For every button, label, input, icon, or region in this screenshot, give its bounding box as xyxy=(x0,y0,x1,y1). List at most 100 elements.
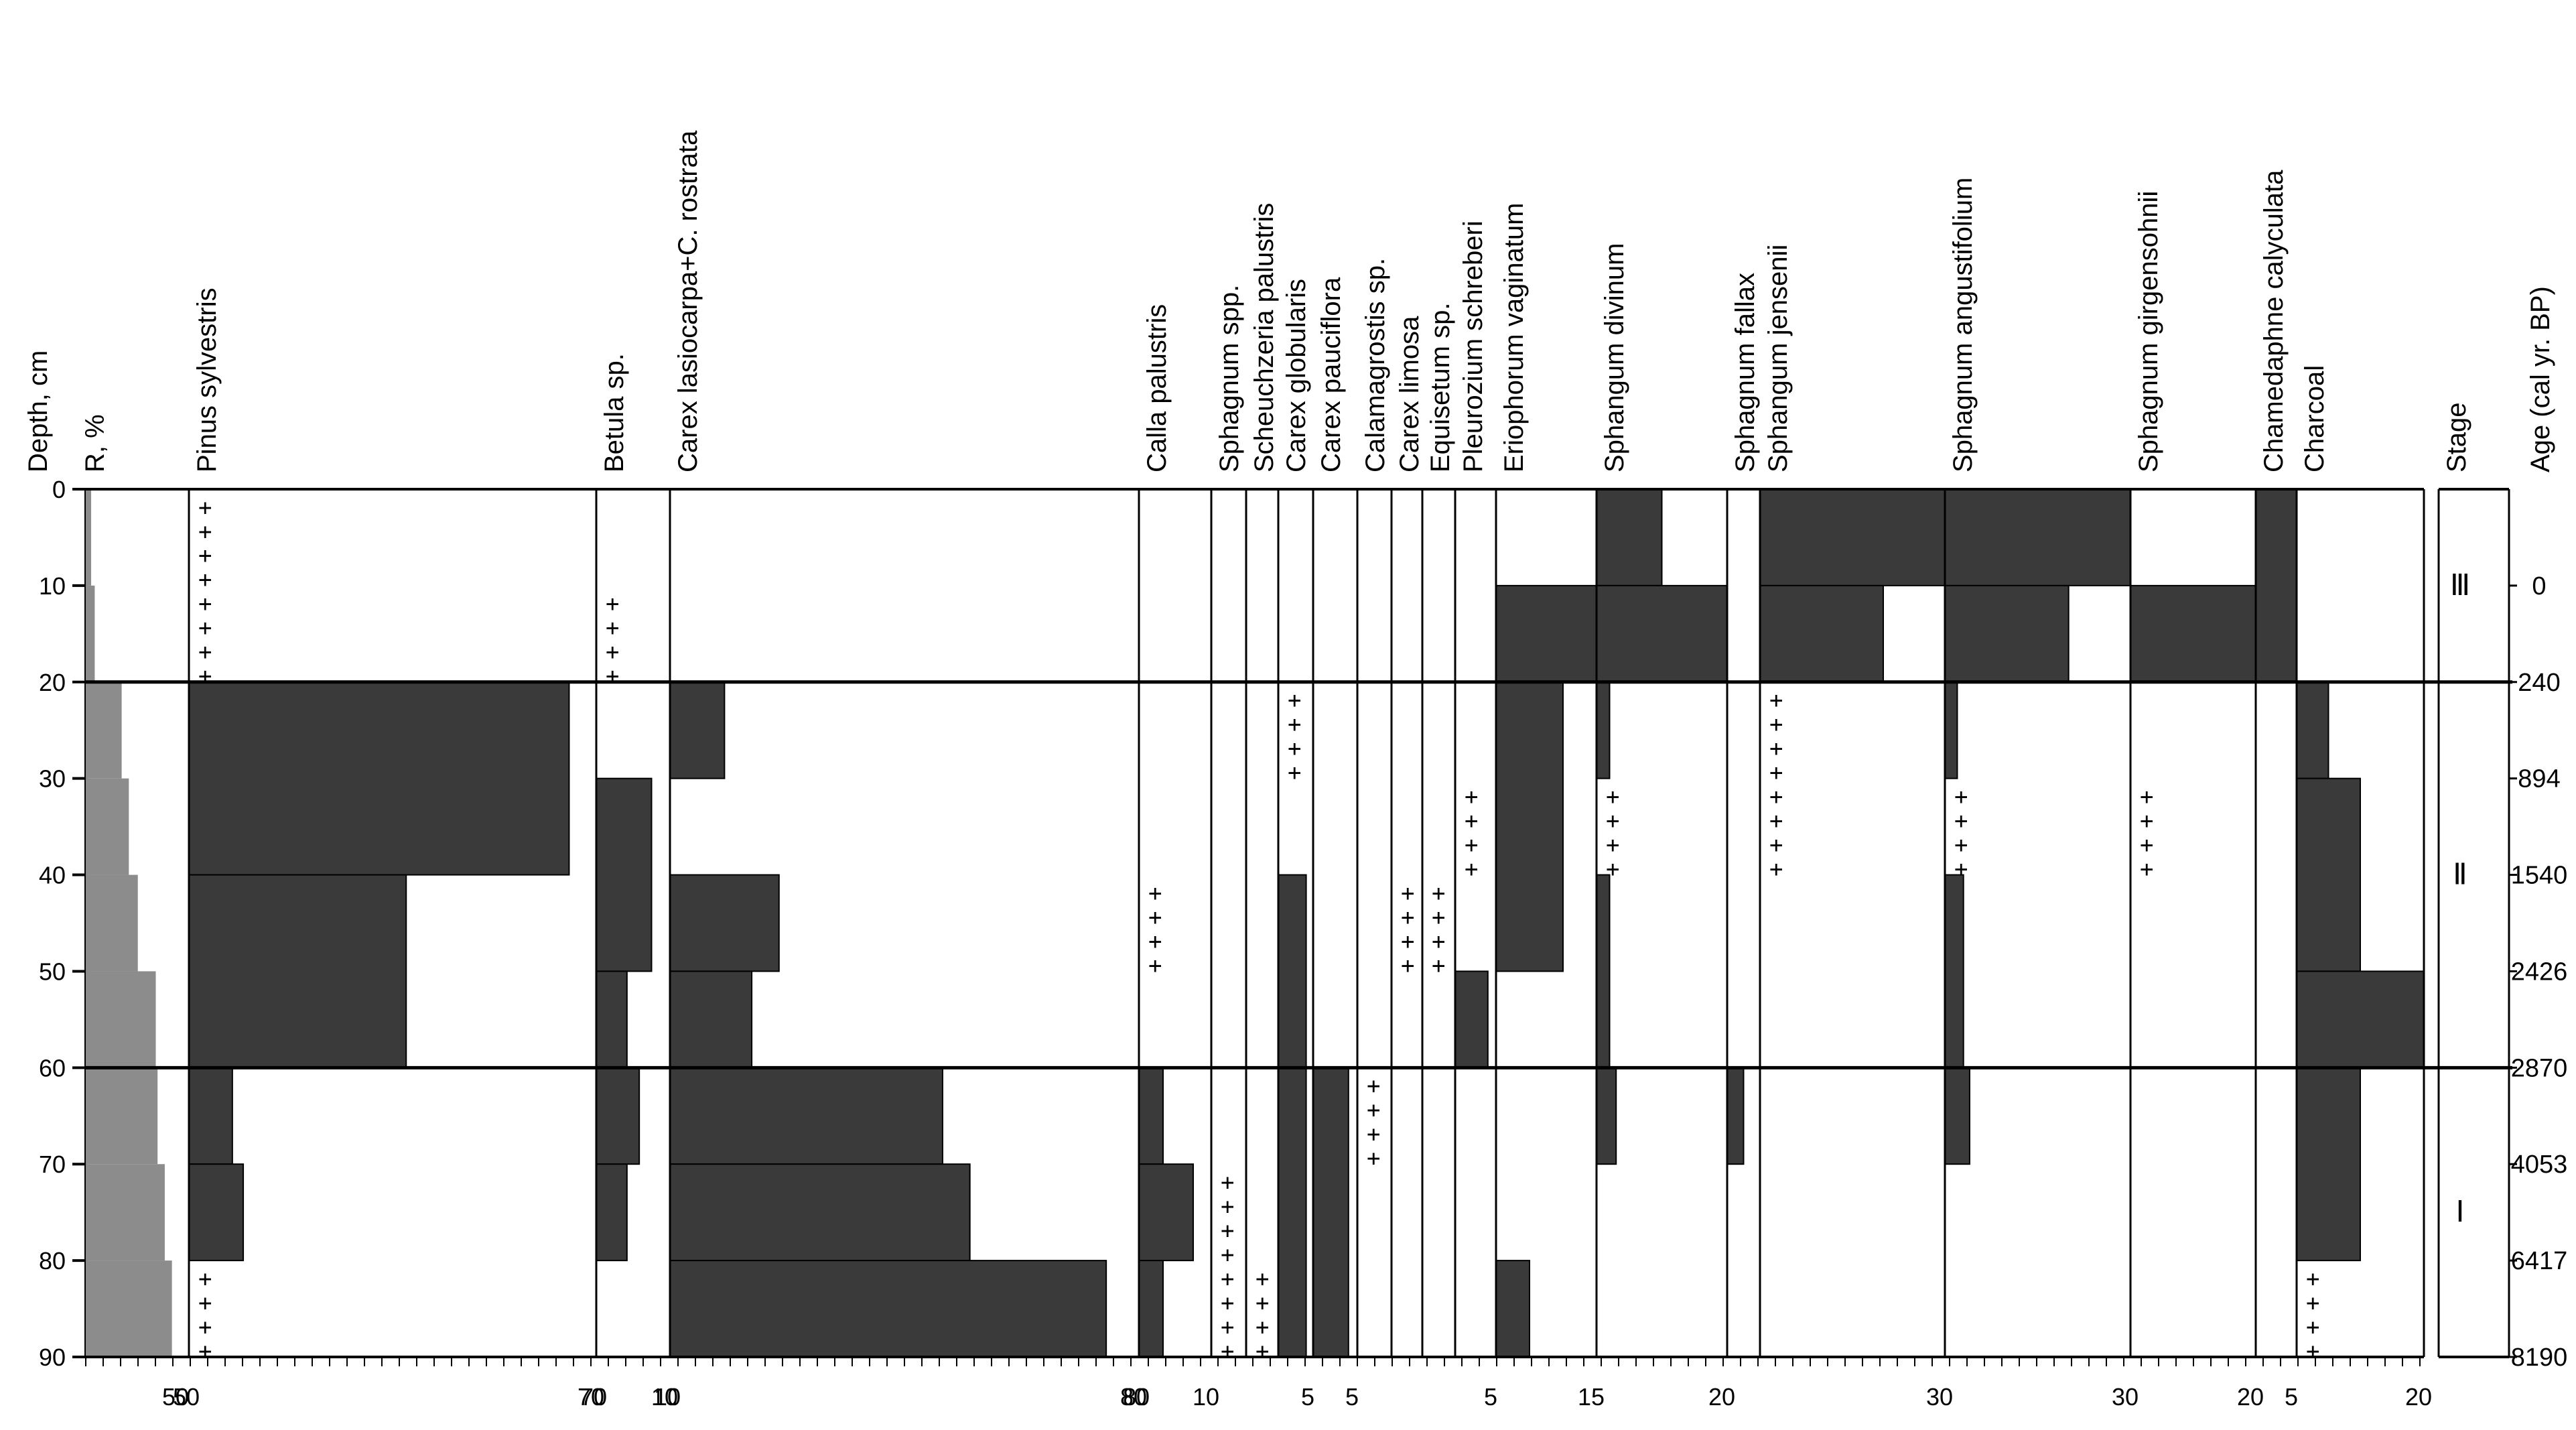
stage-label: Stage xyxy=(2442,402,2471,472)
r-percent-bar xyxy=(86,1164,165,1261)
pinus-sylvestris-presence-mark: + xyxy=(198,615,212,642)
eriophorum-vaginatum-scale-label: 15 xyxy=(1578,1383,1605,1411)
sphangum-jensenii-scale-label: 30 xyxy=(1926,1383,1953,1411)
carex-limosa-presence-mark: + xyxy=(1401,952,1414,979)
depth-tick-label: 20 xyxy=(39,669,66,696)
chamedaphne-calyculata-label: Chamedaphne calyculata xyxy=(2259,170,2289,472)
r-percent-label: R, % xyxy=(80,414,110,472)
pinus-sylvestris-bar xyxy=(188,681,570,876)
sphagnum-angustifolium-bar xyxy=(1944,874,1964,1069)
calla-palustris-scale-label: 80 xyxy=(1123,1383,1150,1411)
charcoal-bar xyxy=(2296,777,2361,972)
scheuchzeria-palustris-presence-mark: + xyxy=(1256,1266,1269,1293)
depth-tick-label: 50 xyxy=(39,958,66,985)
calla-palustris-scale-label: 10 xyxy=(1193,1383,1219,1411)
calla-palustris-presence-mark: + xyxy=(1148,904,1162,931)
betula-sp-scale-label: 70 xyxy=(580,1383,607,1411)
age-label: 1540 xyxy=(2511,862,2568,890)
sphagnum-fallax-label: Sphagnum fallax xyxy=(1731,273,1760,472)
sphangum-jensenii-presence-mark: + xyxy=(1769,688,1783,714)
sphagnum-girgensohnii-presence-mark: + xyxy=(2140,856,2153,883)
age-label: 6417 xyxy=(2511,1247,2568,1275)
pinus-sylvestris-bar xyxy=(188,1163,245,1262)
chamedaphne-calyculata-bar xyxy=(2255,489,2297,683)
carex-limosa-label: Carex limosa xyxy=(1395,316,1424,472)
sphangum-divinum-presence-mark: + xyxy=(1606,832,1619,858)
r-percent-bar xyxy=(86,489,92,586)
sphangum-divinum-bar xyxy=(1596,584,1728,683)
scheuchzeria-palustris-label: Scheuchzeria palustris xyxy=(1249,203,1279,472)
charcoal-scale-label: 20 xyxy=(2405,1383,2432,1411)
sphangum-divinum-bar xyxy=(1596,681,1611,779)
betula-sp-scale-label: 10 xyxy=(651,1383,678,1411)
sphangum-jensenii-presence-mark: + xyxy=(1769,856,1783,883)
pleurozium-schreberi-label: Pleurozium schreberi xyxy=(1459,220,1488,472)
sphangum-jensenii-presence-mark: + xyxy=(1769,807,1783,834)
betula-sp-presence-mark: + xyxy=(606,663,619,690)
calla-palustris-bar xyxy=(1138,1163,1194,1262)
pinus-sylvestris-presence-mark: + xyxy=(198,519,212,545)
calla-palustris-presence-mark: + xyxy=(1148,928,1162,955)
chamedaphne-calyculata-scale-label: 5 xyxy=(2285,1383,2298,1411)
pinus-sylvestris-presence-mark: + xyxy=(198,567,212,594)
r-percent-bar xyxy=(86,1067,158,1165)
sphangum-jensenii-presence-mark: + xyxy=(1769,832,1783,858)
betula-sp-presence-mark: + xyxy=(606,591,619,618)
depth-tick-label: 80 xyxy=(39,1247,66,1275)
r-percent-bar xyxy=(86,874,138,972)
carex-pauciflora-scale-label: 5 xyxy=(1345,1383,1359,1411)
sphagnum-girgensohnii-presence-mark: + xyxy=(2140,807,2153,834)
carex-globularis-presence-mark: + xyxy=(1288,759,1301,786)
carex-limosa-presence-mark: + xyxy=(1401,880,1414,907)
depth-tick-label: 40 xyxy=(39,862,66,889)
sphangum-jensenii-presence-mark: + xyxy=(1769,783,1783,810)
sphagnum-girgensohnii-presence-mark: + xyxy=(2140,832,2153,858)
pinus-sylvestris-presence-mark: + xyxy=(198,1314,212,1341)
carex-pauciflora-bar xyxy=(1312,1067,1349,1358)
pinus-sylvestris-presence-mark: + xyxy=(198,639,212,666)
carex-globularis-scale-label: 5 xyxy=(1301,1383,1314,1411)
scheuchzeria-palustris-presence-mark: + xyxy=(1256,1314,1269,1341)
scheuchzeria-palustris-presence-mark: + xyxy=(1256,1290,1269,1317)
sphagnum-spp-presence-mark: + xyxy=(1221,1218,1234,1244)
sphangum-divinum-scale-label: 20 xyxy=(1708,1383,1735,1411)
r-percent-bar xyxy=(86,585,95,682)
sphagnum-angustifolium-presence-mark: + xyxy=(1954,783,1968,810)
carex-lasiocarpa-c-rostrata-bar xyxy=(669,1163,971,1262)
carex-lasiocarpa-c-rostrata-scale-label: 10 xyxy=(654,1383,681,1411)
age-label: 4053 xyxy=(2511,1151,2568,1179)
sphangum-jensenii-label: Sphangum jensenii xyxy=(1763,245,1793,472)
pleurozium-schreberi-presence-mark: + xyxy=(1465,807,1478,834)
charcoal-presence-mark: + xyxy=(2306,1314,2319,1341)
betula-sp-presence-mark: + xyxy=(606,615,619,642)
sphangum-divinum-presence-mark: + xyxy=(1606,783,1619,810)
age-label: 0 xyxy=(2532,572,2546,600)
age-label: 2870 xyxy=(2511,1054,2568,1082)
pleurozium-schreberi-presence-mark: + xyxy=(1465,856,1478,883)
pleurozium-schreberi-scale-label: 5 xyxy=(1484,1383,1497,1411)
pinus-sylvestris-scale-label: 70 xyxy=(578,1383,604,1411)
betula-sp-bar xyxy=(596,970,628,1069)
calamagrostis-sp-label: Calamagrostis sp. xyxy=(1361,258,1390,472)
age-label: 894 xyxy=(2518,765,2560,793)
carex-pauciflora-label: Carex pauciflora xyxy=(1316,277,1346,472)
sphagnum-spp-presence-mark: + xyxy=(1221,1290,1234,1317)
stage-iii: Ⅲ xyxy=(2450,569,2470,602)
equisetum-sp-presence-mark: + xyxy=(1432,880,1445,907)
pinus-sylvestris-label: Pinus sylvestris xyxy=(192,287,222,472)
sphagnum-spp-presence-mark: + xyxy=(1221,1242,1234,1269)
equisetum-sp-presence-mark: + xyxy=(1432,904,1445,931)
depth-tick-label: 10 xyxy=(39,572,66,600)
sphangum-divinum-bar xyxy=(1596,874,1611,1069)
calla-palustris-label: Calla palustris xyxy=(1142,304,1172,472)
sphagnum-angustifolium-scale-label: 30 xyxy=(2112,1383,2139,1411)
carex-globularis-presence-mark: + xyxy=(1288,712,1301,738)
betula-sp-presence-mark: + xyxy=(606,639,619,666)
sphagnum-spp-presence-mark: + xyxy=(1221,1338,1234,1365)
sphagnum-angustifolium-presence-mark: + xyxy=(1954,832,1968,858)
pleurozium-schreberi-bar xyxy=(1454,970,1489,1069)
r-percent-bar xyxy=(86,681,122,779)
pinus-sylvestris-presence-mark: + xyxy=(198,543,212,570)
charcoal-presence-mark: + xyxy=(2306,1338,2319,1365)
sphagnum-spp-presence-mark: + xyxy=(1221,1193,1234,1220)
